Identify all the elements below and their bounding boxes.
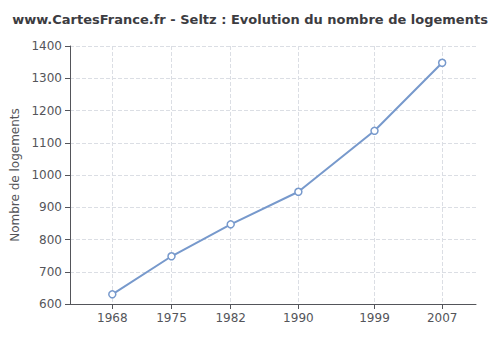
svg-text:1100: 1100	[31, 136, 62, 150]
svg-text:1982: 1982	[215, 311, 246, 325]
svg-text:600: 600	[39, 297, 62, 311]
svg-text:700: 700	[39, 265, 62, 279]
svg-text:Nombre de logements: Nombre de logements	[8, 108, 22, 242]
svg-text:2007: 2007	[427, 311, 458, 325]
svg-text:800: 800	[39, 233, 62, 247]
svg-text:www.CartesFrance.fr - Seltz :: www.CartesFrance.fr - Seltz : Evolution …	[12, 12, 488, 27]
svg-text:1200: 1200	[31, 104, 62, 118]
svg-text:1975: 1975	[156, 311, 187, 325]
svg-text:1000: 1000	[31, 168, 62, 182]
svg-text:1400: 1400	[31, 39, 62, 53]
svg-text:900: 900	[39, 200, 62, 214]
svg-text:1990: 1990	[283, 311, 314, 325]
svg-text:1300: 1300	[31, 71, 62, 85]
svg-text:1999: 1999	[359, 311, 390, 325]
svg-text:1968: 1968	[97, 311, 128, 325]
